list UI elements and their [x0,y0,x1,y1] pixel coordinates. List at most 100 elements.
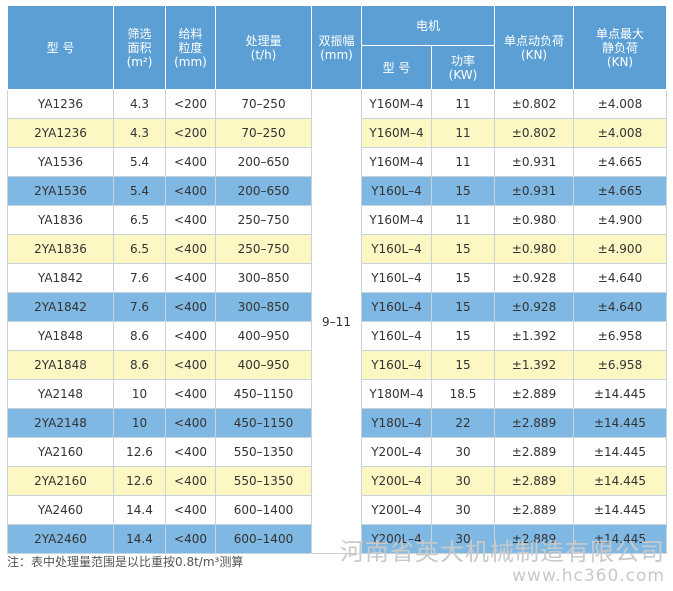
cell-dynamic-load: ±0.928 [494,263,575,293]
cell-power: 30 [430,437,496,467]
cell-feed-size: <400 [165,437,216,467]
cell-power: 15 [430,234,496,264]
cell-capacity: 200–650 [215,147,312,177]
cell-static-load: ±14.445 [573,524,668,554]
table-row: 2YA2148 10 <400 450–1150 Y180L–4 22 ±2.889 ±14.… [7,408,668,438]
cell-feed-size: <400 [165,379,216,409]
footer-note: 注：表中处理量范围是以比重按0.8t/m³测算 [7,555,244,569]
cell-static-load: ±4.008 [573,89,668,119]
cell-area: 6.5 [113,234,166,264]
cell-model: YA2460 [7,495,114,525]
cell-dynamic-load: ±2.889 [494,495,575,525]
cell-model: YA1536 [7,147,114,177]
cell-model: 2YA1848 [7,350,114,380]
cell-static-load: ±4.640 [573,263,668,293]
cell-model: 2YA1842 [7,292,114,322]
table-row: YA1842 7.6 <400 300–850 Y160L–4 15 ±0.928 ±4.64… [7,263,668,293]
cell-model: 2YA1236 [7,118,114,148]
cell-feed-size: <400 [165,263,216,293]
cell-amplitude: 9–11 [311,89,362,554]
cell-motor-model: Y160M–4 [361,147,432,177]
cell-motor-model: Y160L–4 [361,350,432,380]
watermark-company: 河南省英大机械制造有限公司 [340,538,665,566]
spec-table: 型 号 筛选 面积 (m²) 给料 粒度 (mm) 处理量 (t/h) 双振幅 [7,5,668,554]
cell-feed-size: <400 [165,524,216,554]
cell-feed-size: <400 [165,408,216,438]
cell-motor-model: Y200L–4 [361,524,432,554]
cell-power: 22 [430,408,496,438]
cell-feed-size: <200 [165,118,216,148]
cell-feed-size: <400 [165,205,216,235]
cell-capacity: 400–950 [215,321,312,351]
cell-dynamic-load: ±0.928 [494,292,575,322]
cell-motor-model: Y200L–4 [361,437,432,467]
cell-power: 11 [430,147,496,177]
header-amplitude: 双振幅 (mm) [311,5,362,90]
cell-model: YA2148 [7,379,114,409]
cell-dynamic-load: ±1.392 [494,321,575,351]
table-row: YA1236 4.3 <200 70–250 9–11 Y160M–4 11 ±0.802 ±4… [7,89,668,554]
cell-dynamic-load: ±0.931 [494,176,575,206]
cell-motor-model: Y180M–4 [361,379,432,409]
header-static-load: 单点最大 静负荷 (KN) [573,5,668,90]
header-capacity: 处理量 (t/h) [215,5,312,90]
table-row: YA2160 12.6 <400 550–1350 Y200L–4 30 ±2.889 ±14… [7,437,668,467]
cell-capacity: 70–250 [215,118,312,148]
cell-area: 5.4 [113,147,166,177]
cell-feed-size: <400 [165,321,216,351]
cell-capacity: 400–950 [215,350,312,380]
cell-motor-model: Y160L–4 [361,234,432,264]
cell-model: 2YA2160 [7,466,114,496]
table-body: YA1236 4.3 <200 70–250 9–11 Y160M–4 11 ±0.802 ±4… [7,89,668,554]
cell-motor-model: Y160L–4 [361,176,432,206]
cell-power: 11 [430,89,496,119]
cell-static-load: ±14.445 [573,379,668,409]
cell-power: 11 [430,205,496,235]
header-model: 型 号 [7,5,114,90]
cell-area: 8.6 [113,321,166,351]
cell-motor-model: Y160M–4 [361,89,432,119]
cell-power: 15 [430,350,496,380]
table-row: YA1848 8.6 <400 400–950 Y160L–4 15 ±1.392 ±6.95… [7,321,668,351]
cell-area: 10 [113,408,166,438]
spec-table-wrap: 型 号 筛选 面积 (m²) 给料 粒度 (mm) 处理量 (t/h) 双振幅 [7,5,668,554]
table-row: YA2148 10 <400 450–1150 Y180M–4 18.5 ±2.889 ±14… [7,379,668,409]
cell-capacity: 600–1400 [215,524,312,554]
cell-power: 18.5 [430,379,496,409]
header-motor: 电机 [360,5,496,46]
cell-static-load: ±6.958 [573,350,668,380]
watermark: 河南省英大机械制造有限公司 www.hc360.com [340,538,665,586]
header-motor-model: 型 号 [361,45,432,90]
cell-motor-model: Y160L–4 [361,292,432,322]
cell-motor-model: Y180L–4 [361,408,432,438]
cell-static-load: ±4.900 [573,205,668,235]
cell-capacity: 70–250 [215,89,312,119]
cell-static-load: ±14.445 [573,466,668,496]
cell-power: 15 [430,321,496,351]
cell-area: 14.4 [113,524,166,554]
cell-dynamic-load: ±1.392 [494,350,575,380]
cell-capacity: 200–650 [215,176,312,206]
cell-motor-model: Y160M–4 [361,118,432,148]
cell-model: 2YA2148 [7,408,114,438]
cell-static-load: ±4.665 [573,147,668,177]
cell-capacity: 250–750 [215,205,312,235]
table-row: 2YA1842 7.6 <400 300–850 Y160L–4 15 ±0.928 ±4.6… [7,292,668,322]
cell-static-load: ±4.008 [573,118,668,148]
table-row: YA1836 6.5 <400 250–750 Y160M–4 11 ±0.980 ±4.90… [7,205,668,235]
cell-dynamic-load: ±0.980 [494,205,575,235]
cell-dynamic-load: ±2.889 [494,466,575,496]
cell-capacity: 300–850 [215,263,312,293]
cell-feed-size: <400 [165,147,216,177]
cell-model: YA1236 [7,89,114,119]
cell-model: YA2160 [7,437,114,467]
table-header: 型 号 筛选 面积 (m²) 给料 粒度 (mm) 处理量 (t/h) 双振幅 [7,5,668,90]
cell-static-load: ±6.958 [573,321,668,351]
cell-area: 12.6 [113,437,166,467]
cell-area: 4.3 [113,89,166,119]
cell-power: 30 [430,495,496,525]
table-row: YA2460 14.4 <400 600–1400 Y200L–4 30 ±2.889 ±14… [7,495,668,525]
cell-dynamic-load: ±2.889 [494,379,575,409]
cell-capacity: 600–1400 [215,495,312,525]
cell-capacity: 550–1350 [215,437,312,467]
